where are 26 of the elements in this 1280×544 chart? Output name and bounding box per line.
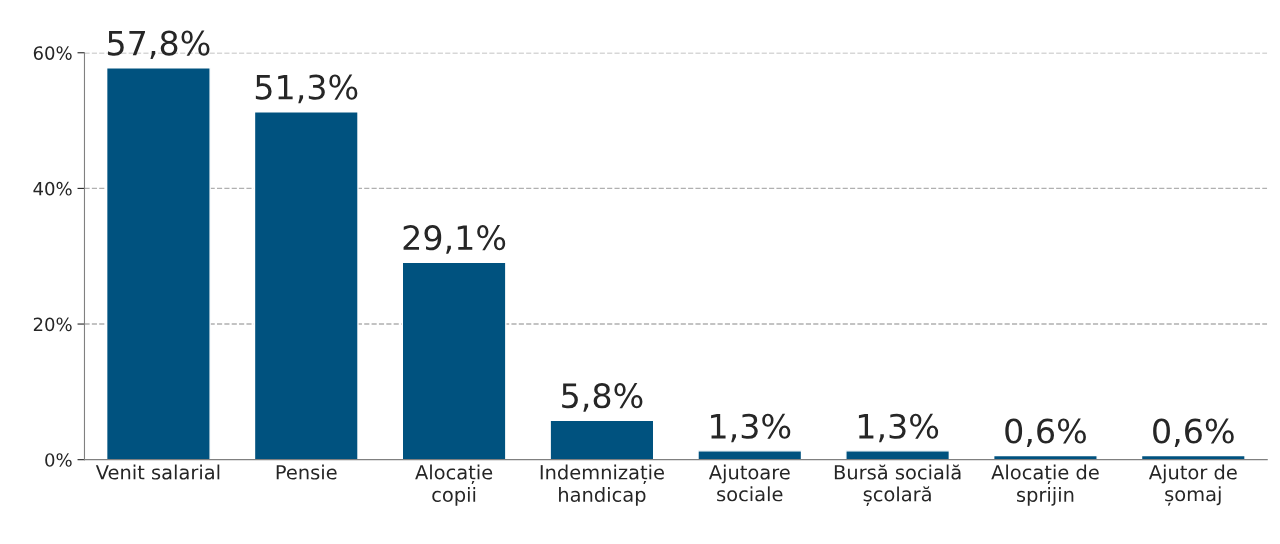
bar (697, 450, 803, 460)
bar (549, 419, 655, 460)
x-tick-label: Bursă socială școlară (834, 464, 961, 506)
data-label: 57,8% (108, 30, 210, 60)
x-tick-label: Indemnizație handicap (540, 464, 664, 506)
x-tick-label: Venit salarial (95, 464, 220, 480)
bar (253, 111, 359, 460)
y-tick-label: 60% (33, 46, 72, 60)
data-label: 5,8% (562, 383, 643, 412)
y-tick-label: 20% (33, 317, 72, 332)
data-label: 0,6% (1005, 418, 1086, 447)
x-tick-label: Alocație de sprijin (991, 464, 1099, 506)
x-tick-label: Alocație copii (415, 464, 493, 506)
data-label: 0,6% (1153, 418, 1234, 447)
y-tick-label: 0% (45, 453, 72, 467)
data-label: 51,3% (255, 74, 358, 104)
y-tick-label: 40% (33, 181, 72, 196)
data-label: 1,3% (858, 413, 939, 443)
bar (845, 450, 951, 460)
bar (105, 66, 211, 460)
x-tick-label: Ajutor de șomaj (1148, 464, 1237, 506)
bar (401, 261, 507, 460)
x-tick-label: Pensie (276, 464, 337, 480)
data-label: 1,3% (711, 413, 791, 443)
data-label: 29,1% (403, 225, 506, 254)
x-tick-label: Ajutoare sociale (708, 464, 790, 502)
